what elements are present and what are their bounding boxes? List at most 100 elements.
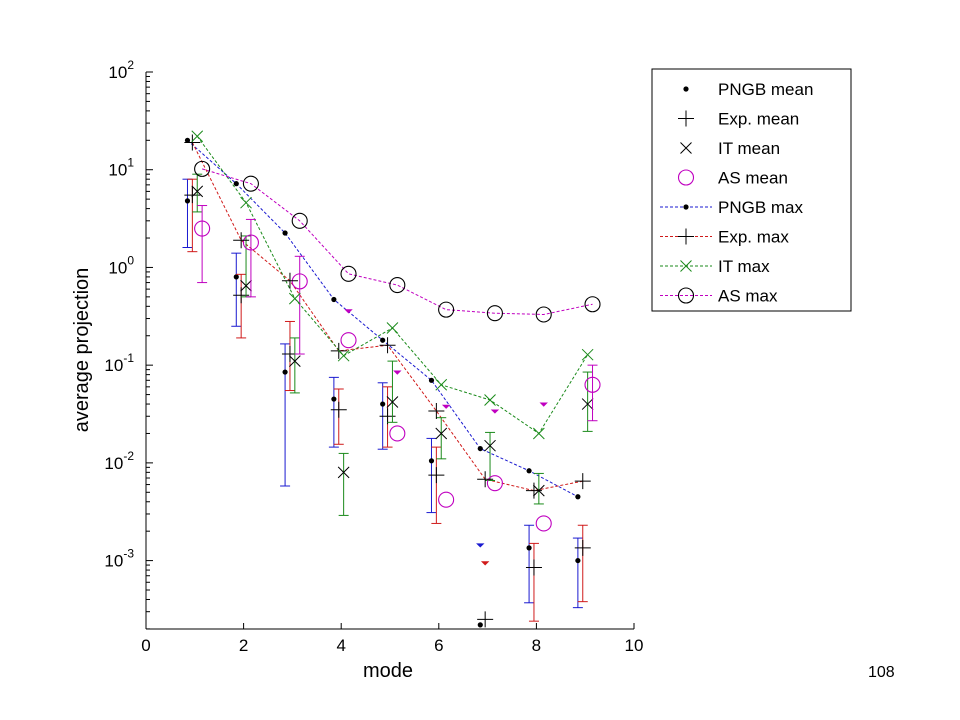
legend-label: AS max bbox=[718, 287, 778, 306]
point-exp-mean-8-shape bbox=[574, 539, 591, 556]
point-pngb-mean-5-shape bbox=[428, 458, 435, 464]
error-bar-it-mean-7 bbox=[533, 472, 544, 505]
point-as-max-8-shape bbox=[584, 296, 601, 313]
small-mark-exp-0 bbox=[480, 561, 490, 566]
y-tick-label-1: 101 bbox=[108, 156, 134, 180]
error-bar-it-mean-5 bbox=[436, 417, 447, 460]
legend-marker bbox=[680, 142, 692, 154]
point-pngb-max-1-shape bbox=[233, 181, 239, 187]
point-pngb-mean-2 bbox=[282, 369, 288, 375]
point-exp-max-8 bbox=[574, 473, 591, 490]
point-it-mean-5-shape bbox=[435, 427, 448, 440]
legend-entry-3: AS mean bbox=[677, 169, 788, 188]
point-it-max-8 bbox=[581, 348, 594, 361]
point-pngb-mean-8 bbox=[575, 557, 581, 564]
point-it-max-6 bbox=[484, 394, 496, 406]
point-as-mean-5 bbox=[438, 491, 455, 508]
legend-label: IT max bbox=[718, 257, 770, 276]
point-it-mean-2 bbox=[288, 355, 301, 367]
legend-entry-4: PNGB max bbox=[660, 198, 804, 217]
point-it-mean-6 bbox=[484, 439, 496, 452]
legend-entry-5: Exp. max bbox=[660, 228, 789, 247]
y-tick-base: 10 bbox=[108, 161, 127, 180]
point-exp-max-6-shape bbox=[477, 471, 494, 488]
error-bar-it-mean-4 bbox=[387, 360, 398, 423]
point-it-max-8-shape bbox=[581, 348, 594, 361]
legend-entry-6: IT max bbox=[660, 257, 770, 276]
y-tick-exponent: -2 bbox=[123, 449, 134, 463]
point-pngb-max-4 bbox=[380, 337, 386, 343]
point-pngb-mean-4-shape bbox=[380, 401, 386, 407]
point-exp-mean-8 bbox=[574, 539, 591, 556]
legend-marker-shape bbox=[678, 228, 694, 245]
point-exp-max-6 bbox=[477, 471, 494, 488]
point-it-max-4-shape bbox=[386, 322, 399, 334]
point-it-max-7-shape bbox=[532, 427, 545, 440]
point-it-mean-3 bbox=[337, 466, 350, 479]
y-tick-base: 10 bbox=[104, 356, 123, 375]
legend-label: Exp. max bbox=[718, 228, 789, 247]
point-pngb-max-3-shape bbox=[331, 296, 337, 303]
point-pngb-max-7-shape bbox=[526, 468, 532, 474]
error-bar-pngb-mean-2 bbox=[280, 343, 291, 487]
point-it-mean-1 bbox=[240, 279, 252, 292]
point-as-mean-6 bbox=[486, 475, 503, 492]
point-as-max-3 bbox=[340, 265, 357, 282]
point-as-max-1 bbox=[242, 175, 259, 192]
point-exp-mean-3-shape bbox=[330, 401, 347, 418]
point-it-mean-4 bbox=[386, 396, 399, 408]
point-as-mean-3 bbox=[340, 332, 357, 349]
legend-marker-shape bbox=[677, 287, 695, 304]
point-it-max-7 bbox=[532, 427, 545, 440]
point-as-mean-0 bbox=[194, 220, 211, 237]
point-as-mean-0-shape bbox=[194, 220, 211, 237]
x-tick-label-2: 4 bbox=[336, 636, 345, 655]
legend-label: AS mean bbox=[718, 169, 788, 188]
point-as-max-2 bbox=[291, 212, 308, 229]
x-tick-label-5: 10 bbox=[625, 636, 644, 655]
point-exp-max-1-shape bbox=[233, 232, 250, 249]
x-tick-label-3: 6 bbox=[434, 636, 443, 655]
x-tick-label-4: 8 bbox=[532, 636, 541, 655]
x-axis-title: mode bbox=[363, 660, 413, 682]
point-pngb-max-2 bbox=[282, 230, 288, 236]
point-pngb-max-6 bbox=[477, 445, 483, 452]
point-pngb-max-5 bbox=[428, 377, 435, 383]
point-pngb-max-2-shape bbox=[282, 230, 288, 236]
point-as-mean-1-shape bbox=[242, 234, 259, 251]
point-exp-max-5-shape bbox=[428, 402, 445, 419]
point-exp-max-8-shape bbox=[574, 473, 591, 490]
error-bar-as-mean-2 bbox=[294, 255, 305, 355]
small-mark-as-0 bbox=[344, 309, 353, 314]
point-pngb-mean-7-shape bbox=[526, 545, 532, 551]
point-pngb-mean-3 bbox=[331, 396, 337, 402]
small-mark-as-3 bbox=[490, 409, 500, 414]
error-bar-pngb-mean-8 bbox=[572, 537, 583, 609]
point-exp-mean-3 bbox=[330, 401, 347, 418]
point-pngb-mean-3-shape bbox=[331, 396, 337, 402]
point-pngb-mean-7 bbox=[526, 545, 532, 551]
point-it-max-2 bbox=[288, 292, 301, 305]
legend-box bbox=[651, 68, 852, 312]
point-pngb-max-7 bbox=[526, 468, 532, 474]
point-exp-max-7 bbox=[525, 482, 542, 499]
point-exp-max-7-shape bbox=[525, 482, 542, 499]
error-bar-it-mean-2 bbox=[289, 337, 300, 394]
point-as-max-1-shape bbox=[242, 175, 259, 192]
point-as-max-5 bbox=[438, 301, 455, 318]
small-mark-as-2 bbox=[441, 404, 451, 409]
point-pngb-max-6-shape bbox=[477, 445, 483, 452]
point-pngb-max-4-shape bbox=[380, 337, 386, 343]
legend-label: IT mean bbox=[718, 139, 780, 158]
y-tick-base: 10 bbox=[104, 552, 123, 571]
point-pngb-max-0-shape bbox=[184, 137, 191, 143]
point-as-mean-2-shape bbox=[291, 273, 308, 290]
point-exp-max-2-shape bbox=[281, 272, 298, 289]
error-bar-exp-mean-8 bbox=[577, 524, 588, 603]
plot-background bbox=[146, 72, 634, 629]
legend-entry-7: AS max bbox=[660, 287, 778, 306]
legend: PNGB mean Exp. mean IT mean AS mean PNGB max… bbox=[651, 68, 852, 312]
point-as-mean-6-shape bbox=[486, 475, 503, 492]
point-pngb-max-8-shape bbox=[575, 494, 581, 500]
